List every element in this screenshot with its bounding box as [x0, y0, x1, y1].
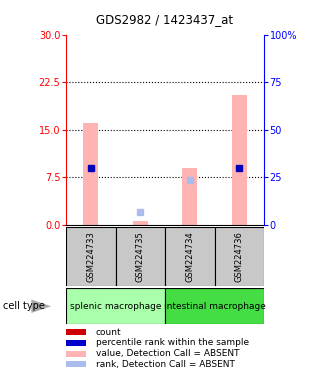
Text: count: count	[96, 328, 121, 337]
Text: GSM224736: GSM224736	[235, 231, 244, 282]
Text: GSM224735: GSM224735	[136, 231, 145, 282]
Text: rank, Detection Call = ABSENT: rank, Detection Call = ABSENT	[96, 360, 235, 369]
Text: value, Detection Call = ABSENT: value, Detection Call = ABSENT	[96, 349, 239, 358]
Bar	[83, 123, 98, 225]
Bar	[214, 227, 264, 286]
Text: intestinal macrophage: intestinal macrophage	[164, 302, 265, 311]
Polygon shape	[31, 300, 51, 313]
Bar	[66, 227, 115, 286]
Text: GSM224733: GSM224733	[86, 231, 95, 282]
Text: percentile rank within the sample: percentile rank within the sample	[96, 338, 249, 348]
Bar	[165, 227, 214, 286]
Bar	[165, 288, 264, 324]
Text: GSM224734: GSM224734	[185, 231, 194, 282]
Bar	[115, 227, 165, 286]
Text: splenic macrophage: splenic macrophage	[70, 302, 161, 311]
Text: GDS2982 / 1423437_at: GDS2982 / 1423437_at	[96, 13, 234, 26]
Bar	[66, 288, 165, 324]
Bar	[133, 222, 148, 225]
Bar	[232, 95, 247, 225]
Bar	[182, 168, 197, 225]
Text: cell type: cell type	[3, 301, 45, 311]
